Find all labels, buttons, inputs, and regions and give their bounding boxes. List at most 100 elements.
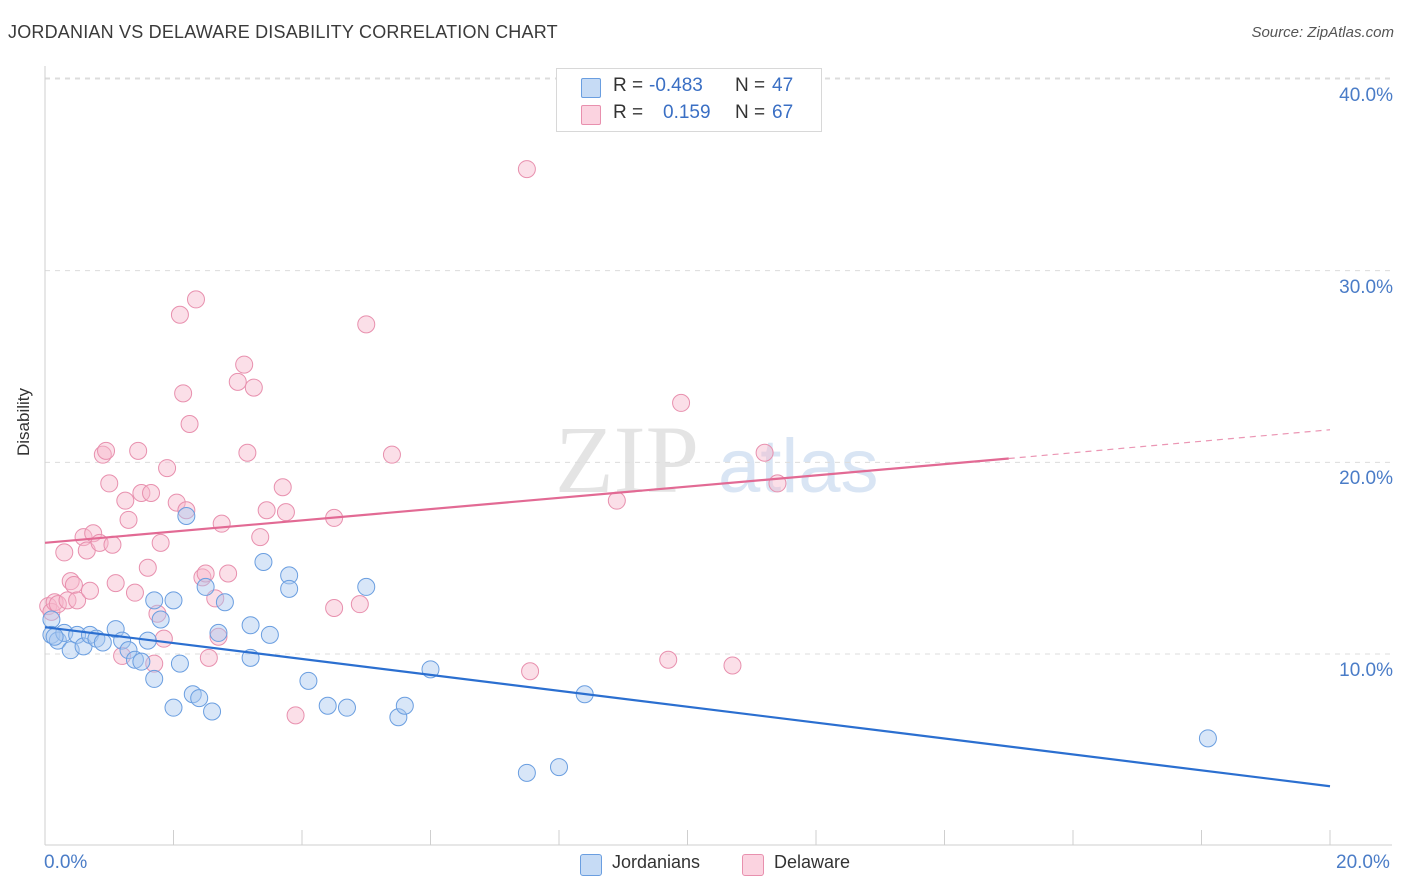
trend-lines xyxy=(44,429,1331,788)
delaware-point xyxy=(177,501,196,520)
delaware-point xyxy=(138,558,157,577)
jordanian-point xyxy=(190,689,209,708)
delaware-point xyxy=(58,591,77,610)
jordanian-point xyxy=(260,625,279,644)
legend-swatch-pink xyxy=(742,854,764,876)
delaware-point xyxy=(97,441,116,460)
delaware-point xyxy=(116,491,135,510)
delaware-point xyxy=(186,290,205,309)
delaware-point xyxy=(196,564,215,583)
delaware-point xyxy=(158,459,177,478)
delaware-point xyxy=(142,484,161,502)
jordanian-point xyxy=(119,641,138,660)
delaware-point xyxy=(154,629,173,648)
delaware-point xyxy=(659,650,678,669)
n-value: 47 xyxy=(772,75,794,96)
jordanian-point xyxy=(280,579,299,598)
delaware-point xyxy=(276,503,295,522)
delaware-point xyxy=(228,372,247,391)
jordanian-point xyxy=(106,620,125,639)
n-label: N = xyxy=(735,75,766,96)
delaware-point xyxy=(244,378,263,397)
jordanian-point xyxy=(215,593,234,612)
chart-title: JORDANIAN VS DELAWARE DISABILITY CORRELA… xyxy=(8,22,558,42)
jordanian-point xyxy=(164,591,183,610)
delaware-point xyxy=(206,589,225,608)
jordanian-point xyxy=(254,553,273,571)
legend-label-jordanians: Jordanians xyxy=(612,852,701,872)
stats-swatch-blue xyxy=(581,78,601,98)
delaware-point xyxy=(68,591,87,610)
delaware-point xyxy=(180,415,199,433)
n-value: 67 xyxy=(772,102,794,123)
jordanian-point xyxy=(177,507,196,525)
jordanian-point xyxy=(125,650,144,669)
watermark: ZIP atlas xyxy=(555,406,879,513)
delaware-point xyxy=(148,604,167,623)
delaware-point xyxy=(103,535,122,554)
y-tick-label: 20.0% xyxy=(1339,468,1393,490)
delaware-trend-line xyxy=(44,457,1009,544)
jordanian-point xyxy=(209,623,228,642)
jordanian-point xyxy=(357,577,376,596)
stats-swatch-pink xyxy=(581,105,601,125)
jordanian-point xyxy=(318,696,337,715)
stats-box: R = -0.483 N = 47 R = 0.159 N = 67 xyxy=(556,68,822,132)
delaware-point xyxy=(199,648,218,667)
delaware-point xyxy=(48,595,67,614)
delaware-point xyxy=(235,355,254,374)
jordanian-point xyxy=(517,763,536,782)
delaware-point xyxy=(125,583,144,602)
delaware-point xyxy=(251,528,270,547)
jordanian-point xyxy=(145,669,164,688)
delaware-point xyxy=(723,656,742,675)
delaware-point xyxy=(64,576,83,594)
delaware-point xyxy=(382,445,401,464)
delaware-point xyxy=(257,501,276,520)
delaware-point xyxy=(219,564,238,583)
delaware-point xyxy=(129,441,148,460)
jordanian-point xyxy=(196,577,215,596)
delaware-point xyxy=(170,305,189,324)
delaware-point xyxy=(325,599,344,617)
delaware-point xyxy=(672,393,691,412)
delaware-point xyxy=(607,491,626,510)
source-label: Source: ZipAtlas.com xyxy=(1251,24,1394,41)
jordanian-point xyxy=(45,627,64,646)
delaware-point xyxy=(42,602,61,621)
axes xyxy=(44,66,1392,846)
delaware-point xyxy=(212,514,231,533)
delaware-points xyxy=(39,160,787,725)
delaware-point xyxy=(357,315,376,334)
delaware-trend-extension xyxy=(1008,429,1331,460)
r-value: 0.159 xyxy=(663,102,711,123)
delaware-point xyxy=(521,662,540,681)
jordanian-point xyxy=(203,702,222,721)
jordanian-point xyxy=(280,566,299,585)
x-tick-label: 20.0% xyxy=(1336,852,1390,873)
jordanian-point xyxy=(550,758,568,777)
jordanian-point xyxy=(42,610,61,629)
legend-label-delaware: Delaware xyxy=(774,852,851,872)
jordanian-point xyxy=(145,591,164,610)
jordanian-point xyxy=(1198,729,1217,748)
y-tick-label: 40.0% xyxy=(1339,85,1393,106)
x-tick-label: 0.0% xyxy=(44,852,88,873)
jordanian-point xyxy=(164,698,183,717)
jordanian-point xyxy=(241,616,260,635)
y-tick-label: 10.0% xyxy=(1339,660,1393,681)
delaware-point xyxy=(238,443,257,462)
watermark-atlas: atlas xyxy=(718,424,879,509)
jordanian-point xyxy=(395,696,414,715)
jordanian-point xyxy=(132,652,151,671)
jordanian-point xyxy=(93,633,112,652)
delaware-point xyxy=(174,384,193,403)
jordanian-points xyxy=(42,507,1217,782)
delaware-point xyxy=(55,543,74,562)
jordanian-point xyxy=(299,671,318,690)
jordanian-point xyxy=(337,698,356,717)
legend-swatch-blue xyxy=(580,854,602,876)
delaware-point xyxy=(517,160,536,179)
delaware-point xyxy=(74,528,93,547)
delaware-point xyxy=(119,510,138,529)
